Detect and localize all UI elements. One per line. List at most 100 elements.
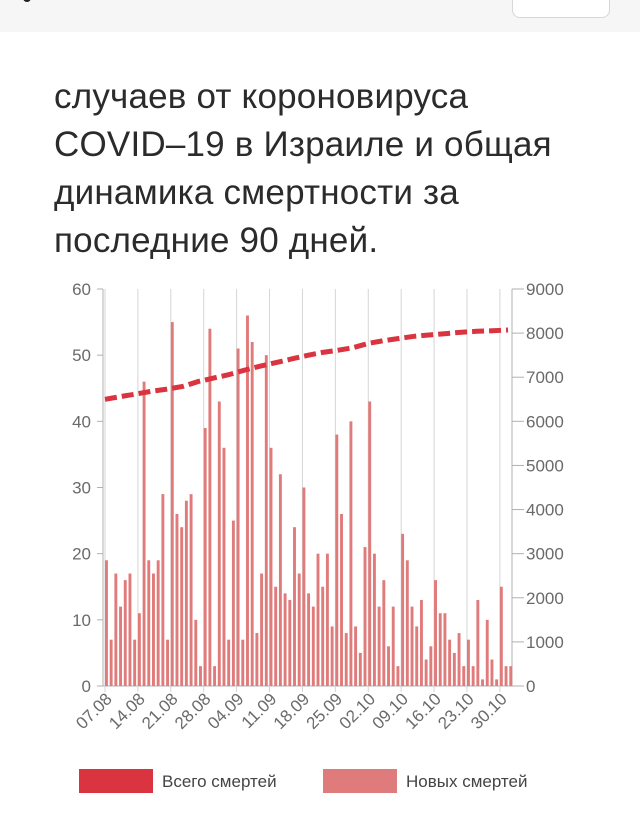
x-tick-label: 04.09 [204,689,248,733]
left-tick-label: 60 [72,280,91,299]
bar [278,474,282,686]
legend-label-total: Всего смертей [162,772,277,791]
bar [109,639,113,686]
bar [293,527,296,686]
bar [377,606,381,686]
right-tick-label: 7000 [526,368,564,387]
bar [236,348,240,686]
legend-swatch-new [323,769,397,793]
bar [495,679,499,686]
bar [260,573,264,686]
x-tick-label: 14.08 [105,689,149,733]
bar [105,560,108,686]
bar [152,573,155,686]
bar [368,401,372,686]
bar [387,646,390,686]
x-tick-label: 11.09 [238,689,281,732]
bar [424,659,428,686]
bar [184,500,188,686]
bar [241,639,245,686]
bar [269,447,273,686]
bar [438,613,442,686]
bar [194,619,198,686]
bar [504,666,508,686]
bar [316,553,320,686]
bar [307,593,311,686]
left-tick-label: 50 [72,346,91,365]
bar [462,666,466,686]
bar [419,599,423,686]
article-line: COVID–19 в Израиле и общая [54,125,552,164]
right-tick-label: 8000 [526,324,564,343]
bar [250,341,254,686]
bar [123,580,127,686]
bar [119,606,123,686]
bar [156,560,160,686]
bar [274,586,278,686]
article-card: случаев от короновируса COVID–19 в Израи… [0,32,640,818]
right-tick-label: 0 [526,677,535,696]
right-tick-label: 4000 [526,501,564,520]
bar [321,586,325,686]
x-tick-label: 18.09 [270,689,314,733]
bar [372,553,376,686]
bar [485,619,489,686]
bar [166,639,170,686]
bar [415,626,419,686]
bar [358,652,362,686]
bar [382,580,386,686]
bar [349,421,353,686]
right-tick-label: 9000 [526,280,564,299]
bar [452,652,456,686]
bar [330,626,334,686]
bar [170,322,174,686]
bar [354,626,358,686]
legend-label-new: Новых смертей [406,772,527,791]
bar [147,560,151,686]
back-icon[interactable] [22,0,52,6]
x-tick-label: 28.08 [171,689,215,733]
bar [434,580,437,686]
article-line: случаев от короновируса [54,77,469,116]
x-tick-label: 23.10 [434,689,478,733]
bar [490,659,494,686]
bar [161,494,165,686]
left-tick-label: 20 [72,545,91,564]
bar [213,666,217,686]
bar [457,633,461,686]
bar [227,639,231,686]
bar [222,447,226,686]
x-tick-label: 30.10 [467,689,511,733]
left-tick-label: 30 [72,479,91,498]
x-tick-label: 16.10 [401,689,445,733]
x-tick-label: 21.08 [138,689,182,733]
bar [401,533,405,686]
article-line: динамика смертности за [54,173,459,212]
bar [288,599,292,686]
bar [246,315,249,686]
article-text: случаев от короновируса COVID–19 в Израи… [54,73,614,265]
bar [448,639,452,686]
x-tick-label: 09.10 [368,689,412,733]
right-tick-label: 2000 [526,589,564,608]
menu-button[interactable] [512,0,610,18]
bar [340,513,343,686]
bar [476,599,480,686]
bar [325,553,329,686]
bar [203,427,207,686]
left-tick-label: 40 [72,412,91,431]
bar [335,434,339,686]
article-line: последние 90 дней. [54,221,379,260]
bar [471,666,475,686]
bar [199,666,202,686]
total-deaths-line [104,327,509,402]
bar [175,513,179,686]
left-tick-label: 10 [72,611,91,630]
x-tick-label: 02.10 [336,689,380,733]
bar [429,646,433,686]
x-tick-label: 25.09 [303,689,347,733]
bar [499,586,503,686]
bar [311,606,315,686]
bar [363,547,367,686]
